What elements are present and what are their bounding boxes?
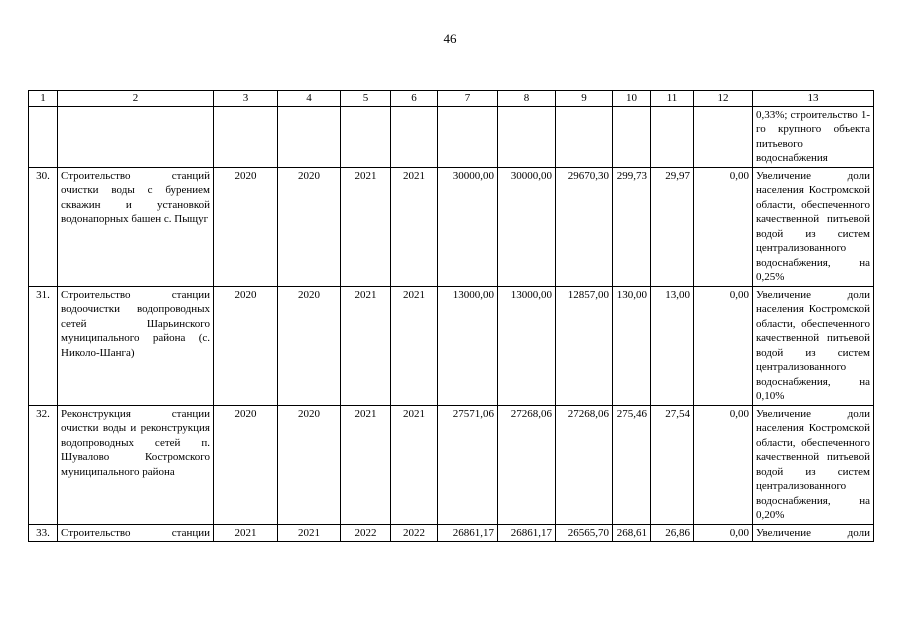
year-cell bbox=[277, 105, 341, 168]
table-row: 33. Строительство станции 2021 2021 2022… bbox=[28, 523, 874, 543]
clipped-text: Строительство станции bbox=[61, 526, 210, 539]
column-header: 4 bbox=[277, 90, 341, 107]
page-number: 46 bbox=[443, 31, 457, 46]
column-header: 13 bbox=[752, 90, 874, 107]
amount-cell: 268,61 bbox=[612, 523, 651, 543]
table-row: 31. Строительство станции водоочистки во… bbox=[28, 285, 874, 406]
year-cell: 2021 bbox=[213, 523, 278, 543]
row-number-cell: 30. bbox=[28, 166, 58, 287]
column-header: 5 bbox=[340, 90, 391, 107]
year-cell: 2020 bbox=[213, 285, 278, 406]
column-header: 10 bbox=[612, 90, 651, 107]
year-cell: 2021 bbox=[340, 166, 391, 287]
expected-result-cell: 0,33%; строительство 1-го крупного объек… bbox=[752, 105, 874, 168]
year-cell bbox=[340, 105, 391, 168]
year-cell: 2020 bbox=[213, 404, 278, 525]
amount-cell: 13,00 bbox=[650, 285, 694, 406]
clipped-text: Увеличение доли bbox=[756, 526, 870, 539]
projects-table: 1 2 3 4 5 6 7 8 9 10 11 12 13 bbox=[28, 90, 874, 543]
amount-cell: 0,00 bbox=[693, 404, 753, 525]
amount-cell: 12857,00 bbox=[555, 285, 613, 406]
column-header: 6 bbox=[390, 90, 438, 107]
year-cell bbox=[213, 105, 278, 168]
year-cell: 2020 bbox=[277, 166, 341, 287]
amount-cell: 0,00 bbox=[693, 285, 753, 406]
column-header: 9 bbox=[555, 90, 613, 107]
column-header: 1 bbox=[28, 90, 58, 107]
amount-cell: 27268,06 bbox=[555, 404, 613, 525]
amount-cell bbox=[693, 105, 753, 168]
amount-cell: 26861,17 bbox=[497, 523, 556, 543]
amount-cell: 29,97 bbox=[650, 166, 694, 287]
amount-cell: 13000,00 bbox=[437, 285, 498, 406]
year-cell: 2022 bbox=[340, 523, 391, 543]
project-name-cell: Строительство станции водоочистки водопр… bbox=[57, 285, 214, 406]
column-header: 3 bbox=[213, 90, 278, 107]
amount-cell: 13000,00 bbox=[497, 285, 556, 406]
project-name-cell: Строительство станций очистки воды с бур… bbox=[57, 166, 214, 287]
amount-cell: 27571,06 bbox=[437, 404, 498, 525]
column-header: 8 bbox=[497, 90, 556, 107]
year-cell: 2021 bbox=[390, 166, 438, 287]
amount-cell: 26,86 bbox=[650, 523, 694, 543]
amount-cell: 27268,06 bbox=[497, 404, 556, 525]
year-cell: 2021 bbox=[340, 285, 391, 406]
amount-cell: 299,73 bbox=[612, 166, 651, 287]
expected-result-cell: Увеличение доли населения Костромской об… bbox=[752, 404, 874, 525]
amount-cell bbox=[612, 105, 651, 168]
row-number-cell: 32. bbox=[28, 404, 58, 525]
amount-cell: 30000,00 bbox=[437, 166, 498, 287]
amount-cell: 30000,00 bbox=[497, 166, 556, 287]
amount-cell bbox=[437, 105, 498, 168]
column-header: 7 bbox=[437, 90, 498, 107]
column-header: 11 bbox=[650, 90, 694, 107]
year-cell: 2021 bbox=[390, 285, 438, 406]
expected-result-cell: Увеличение доли населения Костромской об… bbox=[752, 285, 874, 406]
amount-cell: 0,00 bbox=[693, 166, 753, 287]
project-name-cell: Строительство станции bbox=[57, 523, 214, 543]
amount-cell: 26565,70 bbox=[555, 523, 613, 543]
amount-cell: 275,46 bbox=[612, 404, 651, 525]
amount-cell: 130,00 bbox=[612, 285, 651, 406]
year-cell: 2021 bbox=[390, 404, 438, 525]
table-header-row: 1 2 3 4 5 6 7 8 9 10 11 12 13 bbox=[28, 90, 874, 107]
amount-cell bbox=[497, 105, 556, 168]
year-cell: 2021 bbox=[277, 523, 341, 543]
row-number-cell: 31. bbox=[28, 285, 58, 406]
table-row: 32. Реконструкция станции очистки воды и… bbox=[28, 404, 874, 525]
amount-cell bbox=[650, 105, 694, 168]
amount-cell: 29670,30 bbox=[555, 166, 613, 287]
amount-cell bbox=[555, 105, 613, 168]
year-cell: 2020 bbox=[277, 285, 341, 406]
table-row: 30. Строительство станций очистки воды с… bbox=[28, 166, 874, 287]
expected-result-cell: Увеличение доли bbox=[752, 523, 874, 543]
amount-cell: 27,54 bbox=[650, 404, 694, 525]
amount-cell: 26861,17 bbox=[437, 523, 498, 543]
column-header: 2 bbox=[57, 90, 214, 107]
expected-result-cell: Увеличение доли населения Костромской об… bbox=[752, 166, 874, 287]
year-cell: 2020 bbox=[277, 404, 341, 525]
year-cell: 2020 bbox=[213, 166, 278, 287]
column-header: 12 bbox=[693, 90, 753, 107]
table-row: 0,33%; строительство 1-го крупного объек… bbox=[28, 105, 874, 168]
amount-cell: 0,00 bbox=[693, 523, 753, 543]
row-number-cell: 33. bbox=[28, 523, 58, 543]
year-cell: 2021 bbox=[340, 404, 391, 525]
row-number-cell bbox=[28, 105, 58, 168]
project-name-cell: Реконструкция станции очистки воды и рек… bbox=[57, 404, 214, 525]
year-cell: 2022 bbox=[390, 523, 438, 543]
project-name-cell bbox=[57, 105, 214, 168]
year-cell bbox=[390, 105, 438, 168]
